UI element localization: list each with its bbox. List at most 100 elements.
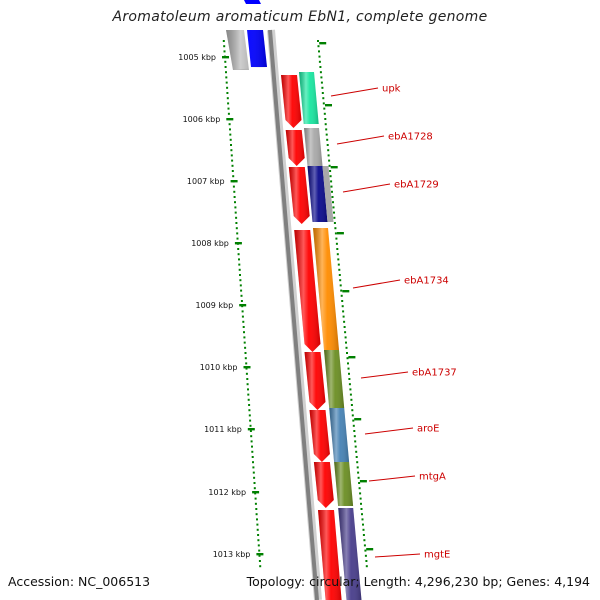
outer-dot <box>353 430 356 432</box>
outer-dot <box>351 409 354 412</box>
scale-dot <box>231 159 234 162</box>
outer-dot <box>350 398 353 401</box>
cds-arrow-shine <box>309 410 330 462</box>
tick-mark <box>226 118 234 121</box>
tick-label: 1006 kbp <box>183 115 221 124</box>
outer-dot <box>347 362 349 365</box>
outer-dot <box>343 320 346 323</box>
scale-dot <box>234 211 237 214</box>
label-leader <box>364 427 414 435</box>
scale-dot <box>236 232 239 235</box>
scale-dot <box>230 144 232 146</box>
outer-dot <box>339 279 342 282</box>
scale-dot <box>231 164 234 167</box>
outer-dot <box>338 268 341 271</box>
scale-dot <box>247 388 249 391</box>
tick-label: 1008 kbp <box>191 239 229 248</box>
outer-dot <box>362 534 365 536</box>
scale-dot <box>251 450 254 453</box>
outer-dot <box>354 445 357 448</box>
outer-dot <box>340 289 343 292</box>
scale-dot <box>248 404 251 406</box>
scale-dot <box>249 424 252 427</box>
outer-dot <box>329 175 332 178</box>
gene-block-shine <box>299 72 319 124</box>
outer-dot <box>353 435 356 438</box>
cds-arrow-shine <box>318 510 342 600</box>
outer-dot <box>323 112 326 115</box>
scale-dot <box>239 274 241 276</box>
outer-dot <box>342 310 345 313</box>
scale-dot <box>243 336 246 339</box>
tick-label: 1012 kbp <box>208 488 246 497</box>
tick-mark <box>222 56 229 59</box>
outer-dot <box>325 128 328 131</box>
outer-dot <box>345 346 348 349</box>
scale-dot <box>255 508 258 510</box>
scale-dot <box>225 81 228 84</box>
top-features <box>226 0 267 70</box>
outer-dot <box>362 523 364 526</box>
scale-dot <box>258 560 261 562</box>
outer-dot <box>318 60 321 63</box>
outer-dot <box>357 476 360 479</box>
outer-dot <box>324 118 327 120</box>
scale-dot <box>244 346 247 349</box>
scale-dot <box>245 367 248 370</box>
gene-label-8: mgtE <box>424 550 450 561</box>
cds-track <box>281 75 342 600</box>
outer-dot <box>355 456 358 458</box>
outer-dot <box>346 357 349 360</box>
scale-dot <box>259 565 262 568</box>
outer-dot <box>331 196 334 198</box>
label-leader <box>374 553 421 558</box>
scale-dot <box>258 554 261 557</box>
scale-dot <box>246 383 249 386</box>
topology-text: Topology: circular; Length: 4,296,230 bp… <box>246 574 590 589</box>
scale-dot <box>236 237 239 240</box>
scale-dot <box>225 76 228 79</box>
scale-dot <box>246 378 249 380</box>
outer-dot <box>361 518 364 521</box>
tick-label: 1005 kbp <box>178 53 216 62</box>
outer-dash <box>366 548 374 551</box>
accession-text: Accession: NC_006513 <box>8 574 151 589</box>
scale-dot <box>257 544 260 547</box>
scale-dot <box>243 341 246 344</box>
scale-dot <box>230 154 233 157</box>
scale-dot <box>251 456 254 458</box>
cds-arrow-shine <box>288 167 310 224</box>
scale-dot <box>245 362 248 365</box>
gene-label-3: ebA1729 <box>394 180 439 191</box>
outer-dot <box>322 97 325 100</box>
outer-dot <box>333 211 335 214</box>
outer-dot <box>337 263 340 266</box>
scale-dot <box>256 528 259 531</box>
gene-block-shine <box>324 350 345 408</box>
outer-dot <box>336 248 339 250</box>
scale-dot <box>240 300 243 302</box>
scale-dot <box>240 294 243 297</box>
outer-dot <box>334 232 337 235</box>
scale-dot <box>239 284 242 287</box>
cds-arrow-shine <box>304 352 326 410</box>
scale-dot <box>253 476 256 479</box>
scale-dot <box>256 523 259 526</box>
outer-dot <box>325 133 328 136</box>
scale-dot <box>224 66 227 68</box>
scale-dot <box>226 92 229 94</box>
outer-dot <box>319 71 322 74</box>
outer-dash <box>348 356 356 359</box>
feature-top-shine <box>226 30 267 70</box>
scale-dot <box>244 357 247 360</box>
gene-block-shine <box>307 166 328 222</box>
scale-dot <box>243 331 245 334</box>
scale-dot <box>244 352 247 354</box>
gene-block-shine <box>334 462 354 506</box>
gene-label-6: aroE <box>417 424 439 435</box>
outer-dot <box>335 242 338 245</box>
outer-dot <box>324 123 327 126</box>
scale-dot <box>229 138 232 141</box>
outer-dash <box>330 166 338 169</box>
scale-dot <box>229 133 232 136</box>
